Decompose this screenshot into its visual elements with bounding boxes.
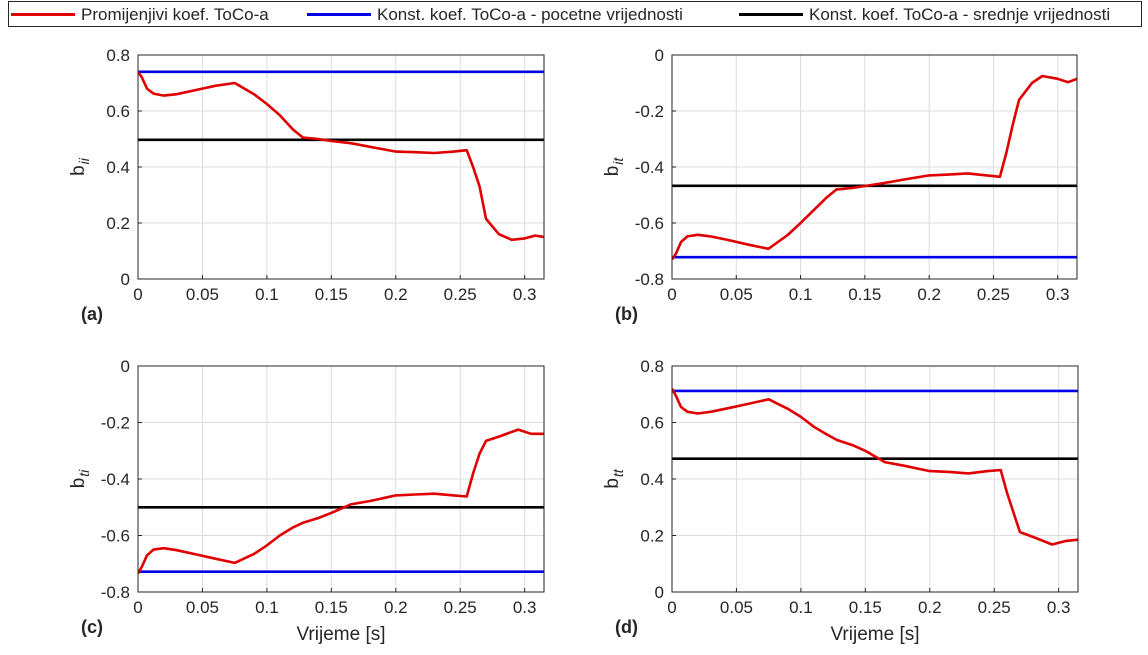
y-tick-label: -0.2 [101,414,130,433]
y-tick-label: 0.6 [640,414,664,433]
legend-swatch-initial [307,13,371,16]
legend: Promijenjivi koef. ToCo-a Konst. koef. T… [8,1,1142,27]
y-tick-label: -0.8 [101,583,130,602]
x-tick-label: 0 [667,285,676,304]
panel-label: (d) [615,617,638,637]
y-tick-label: 0.8 [640,357,664,376]
x-tick-label: 0.3 [1046,285,1070,304]
x-tick-label: 0.15 [315,285,348,304]
y-tick-label: -0.6 [635,214,664,233]
y-axis-label-main: b [602,166,623,177]
x-tick-label: 0.2 [917,285,941,304]
x-tick-label: 0.2 [384,285,408,304]
x-tick-label: 0.05 [720,285,753,304]
y-axis-label: btt [602,468,626,488]
y-tick-label: 0.4 [640,470,664,489]
x-tick-label: 0 [133,598,142,617]
y-axis-label-main: b [68,478,89,489]
y-tick-label: -0.2 [635,102,664,121]
axes-box [671,365,1079,593]
y-tick-label: 0.4 [106,158,130,177]
panel-b: 0 0.05 0.1 0.15 0.2 0.25 0.3 -0.8 -0.6 -0.4 -0.2 0 b… [602,46,1078,324]
x-tick-label: 0.1 [255,285,279,304]
x-tick-label: 0.05 [186,598,219,617]
x-tick-label: 0.25 [978,598,1011,617]
x-tick-label: 0.1 [255,598,279,617]
y-tick-label: 0 [121,270,130,289]
x-tick-label: 0.2 [918,598,942,617]
x-tick-label: 0.15 [849,598,882,617]
x-tick-label: 0.15 [848,285,881,304]
x-tick-label: 0.1 [789,598,813,617]
y-axis-label: bii [68,157,92,176]
x-tick-label: 0 [667,598,676,617]
y-tick-label: 0.2 [640,527,664,546]
panel-label: (b) [615,304,638,324]
x-tick-label: 0.1 [789,285,813,304]
y-tick-label: -0.4 [101,470,130,489]
x-tick-label: 0.3 [1047,598,1071,617]
series-line-variable [672,387,1078,546]
y-tick-label: 0.2 [106,214,130,233]
y-axis-label-subscript: ti [76,469,92,477]
axes-box [137,365,545,593]
series-line-variable [138,428,544,575]
y-tick-label: -0.4 [635,158,664,177]
y-axis-label: bit [602,157,626,177]
y-axis-label-main: b [602,478,623,489]
series-line-variable [672,74,1077,261]
x-tick-label: 0.3 [513,285,537,304]
x-tick-label: 0.05 [186,285,219,304]
y-tick-label: -0.8 [635,270,664,289]
axes-box [137,54,545,280]
y-axis-label-subscript: tt [610,468,626,477]
y-axis-label-subscript: ii [76,157,92,164]
x-tick-label: 0 [133,285,142,304]
x-tick-label: 0.2 [384,598,408,617]
legend-swatch-mean [739,13,803,16]
panel-a: 0 0.05 0.1 0.15 0.2 0.25 0.3 0 0.2 0.4 0.6 0.8 bii (a… [68,46,545,324]
x-tick-label: 0.15 [315,598,348,617]
x-tick-label: 0.25 [977,285,1010,304]
legend-label-initial: Konst. koef. ToCo-a - pocetne vrijednost… [377,5,683,24]
y-axis-label: bti [68,469,92,488]
legend-swatch-variable [11,13,75,16]
x-tick-label: 0.25 [444,598,477,617]
panel-label: (a) [81,304,103,324]
panel-label: (c) [81,617,103,637]
y-tick-label: -0.6 [101,527,130,546]
y-tick-label: 0 [121,357,130,376]
series-line-variable [138,71,544,242]
x-tick-label: 0.3 [513,598,537,617]
y-tick-label: 0 [655,46,664,65]
legend-label-variable: Promijenjivi koef. ToCo-a [81,5,269,24]
y-tick-label: 0 [655,583,664,602]
y-tick-label: 0.8 [106,46,130,65]
x-axis-label: Vrijeme [s] [296,624,385,645]
legend-label-mean: Konst. koef. ToCo-a - srednje vrijednost… [809,5,1111,24]
y-axis-label-main: b [68,165,89,176]
y-axis-label-subscript: it [610,157,626,165]
y-tick-label: 0.6 [106,102,130,121]
panel-c: 0 0.05 0.1 0.15 0.2 0.25 0.3 -0.8 -0.6 -0.4 -0.2 0 b… [68,357,545,645]
x-tick-label: 0.05 [720,598,753,617]
x-axis-label: Vrijeme [s] [830,624,919,645]
x-tick-label: 0.25 [444,285,477,304]
panel-d: 0 0.05 0.1 0.15 0.2 0.25 0.3 0 0.2 0.4 0.6 0.8 btt (d… [602,357,1079,645]
axes-box [671,54,1078,280]
